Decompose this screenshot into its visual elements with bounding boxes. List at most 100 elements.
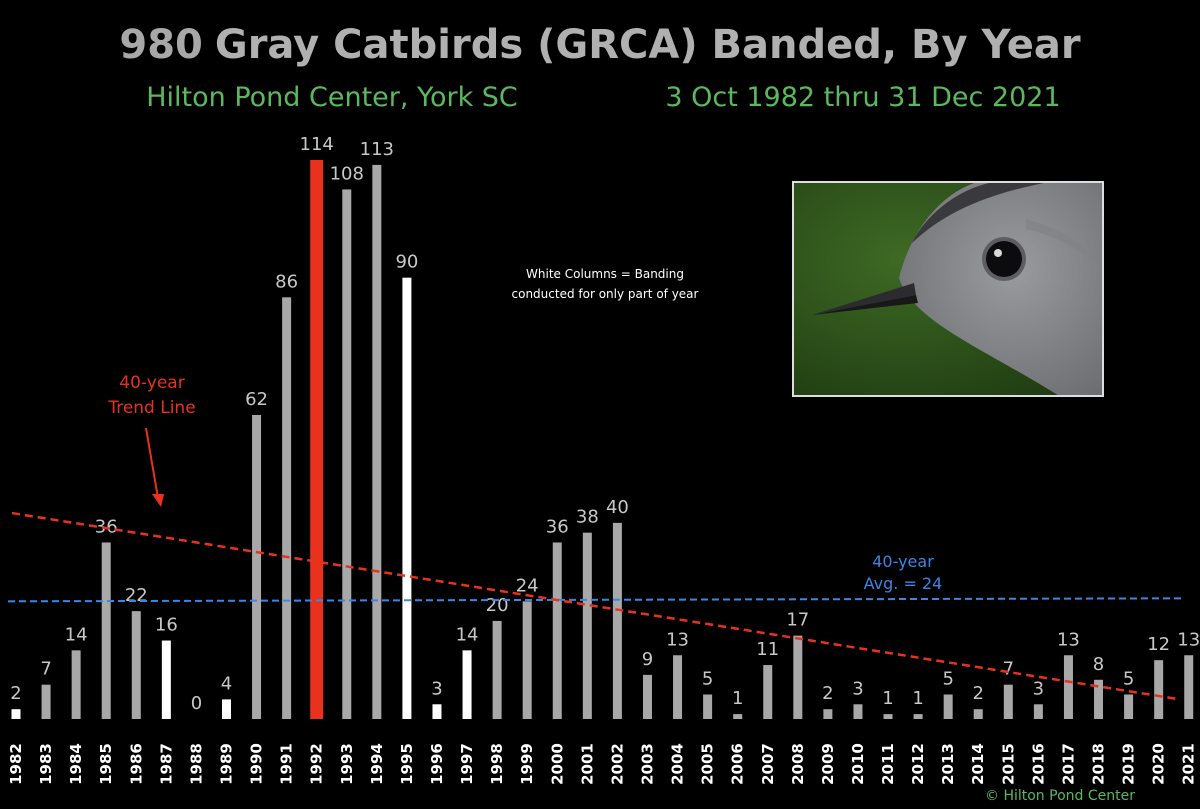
value-label-2018: 8 (1093, 654, 1104, 675)
x-tick-label-2002: 2002 (608, 743, 626, 785)
value-label-2019: 5 (1123, 668, 1134, 689)
x-tick-label-2020: 2020 (1150, 743, 1168, 785)
bar-1991 (282, 297, 292, 719)
value-label-1990: 62 (245, 389, 268, 410)
value-label-1996: 3 (431, 678, 442, 699)
bar-2011 (883, 714, 893, 719)
trend-label-arrow (145, 427, 164, 507)
x-tick-label-2010: 2010 (849, 743, 867, 785)
value-label-2014: 2 (973, 683, 984, 704)
value-label-1991: 86 (275, 271, 298, 292)
value-label-2020: 12 (1147, 634, 1170, 655)
value-label-2005: 5 (702, 668, 713, 689)
value-label-2017: 13 (1057, 629, 1080, 650)
bar-2015 (1003, 684, 1013, 719)
value-label-1998: 20 (486, 595, 509, 616)
x-tick-label-2000: 2000 (548, 743, 566, 785)
x-tick-label-1984: 1984 (67, 743, 85, 785)
bar-2013 (943, 694, 953, 719)
value-label-2002: 40 (606, 497, 629, 518)
trend-line (11, 511, 1181, 701)
x-tick-label-1983: 1983 (37, 743, 55, 785)
value-label-1983: 7 (40, 659, 51, 680)
bar-2012 (913, 714, 923, 719)
x-tick-label-2015: 2015 (999, 743, 1017, 785)
x-tick-label-1995: 1995 (398, 743, 416, 785)
value-label-1988: 0 (191, 693, 202, 714)
trend-label-line2: Trend Line (107, 398, 195, 418)
x-tick-label-2004: 2004 (669, 743, 687, 785)
value-label-2009: 2 (822, 683, 833, 704)
x-tick-label-1994: 1994 (368, 743, 386, 785)
x-tick-label-1986: 1986 (127, 743, 145, 785)
value-label-2000: 36 (546, 516, 569, 537)
value-label-2008: 17 (786, 610, 809, 631)
bar-1986 (131, 611, 141, 719)
bar-1995 (402, 277, 412, 719)
bar-2020 (1154, 660, 1164, 719)
x-tick-label-2011: 2011 (879, 743, 897, 785)
average-label-line2: Avg. = 24 (864, 574, 943, 593)
bar-2004 (673, 655, 683, 719)
x-tick-label-2013: 2013 (939, 743, 957, 785)
value-label-2003: 9 (642, 649, 653, 670)
x-tick-label-1990: 1990 (248, 743, 266, 785)
x-tick-label-1985: 1985 (97, 743, 115, 785)
value-label-1982: 2 (10, 683, 21, 704)
bar-1999 (522, 601, 532, 719)
bar-1983 (41, 684, 51, 719)
value-label-2004: 13 (666, 629, 689, 650)
value-label-2001: 38 (576, 507, 599, 528)
value-label-1987: 16 (155, 615, 178, 636)
value-label-2016: 3 (1033, 678, 1044, 699)
value-label-1992: 114 (300, 134, 334, 155)
value-label-2006: 1 (732, 688, 743, 709)
x-tick-label-2021: 2021 (1180, 743, 1198, 785)
x-tick-label-1991: 1991 (278, 743, 296, 785)
x-tick-label-2009: 2009 (819, 743, 837, 785)
bar-2019 (1124, 694, 1134, 719)
bar-2017 (1063, 655, 1073, 719)
average-label-line1: 40-year (872, 552, 934, 571)
x-tick-label-2016: 2016 (1029, 743, 1047, 785)
x-tick-label-1989: 1989 (217, 743, 235, 785)
bar-1990 (252, 414, 262, 719)
bar-2001 (582, 532, 592, 719)
x-tick-label-2019: 2019 (1120, 743, 1138, 785)
bar-1982 (11, 709, 21, 719)
bar-1987 (161, 640, 171, 719)
value-label-2007: 11 (756, 639, 779, 660)
x-tick-label-1999: 1999 (518, 743, 536, 785)
bar-2021 (1184, 655, 1194, 719)
value-label-2010: 3 (852, 678, 863, 699)
bar-1994 (372, 164, 382, 719)
x-tick-label-1998: 1998 (488, 743, 506, 785)
x-tick-label-1997: 1997 (458, 743, 476, 785)
x-tick-label-1992: 1992 (308, 743, 326, 785)
x-tick-label-2006: 2006 (729, 743, 747, 785)
bar-2002 (612, 522, 622, 719)
bar-2000 (552, 542, 562, 719)
value-label-1989: 4 (221, 673, 232, 694)
bar-1989 (221, 699, 231, 719)
value-label-1984: 14 (65, 624, 88, 645)
bar-1997 (462, 650, 472, 719)
bar-2010 (853, 704, 863, 719)
subtitle-date-range: 3 Oct 1982 thru 31 Dec 2021 (665, 82, 1060, 113)
trend-label-line1: 40-year (119, 373, 184, 393)
x-tick-label-2001: 2001 (578, 743, 596, 785)
partial-year-note-line2: conducted for only part of year (512, 287, 699, 301)
value-label-2013: 5 (942, 668, 953, 689)
gray-catbird-photo (792, 181, 1104, 397)
bar-2007 (763, 665, 773, 719)
bar-2014 (973, 709, 983, 719)
value-label-1994: 113 (360, 139, 394, 160)
bar-2009 (823, 709, 833, 719)
value-label-1997: 14 (456, 624, 479, 645)
bar-2018 (1094, 679, 1104, 719)
x-tick-label-2014: 2014 (969, 743, 987, 785)
chart-title-text: Gray Catbirds (GRCA) Banded, By Year (215, 22, 1081, 68)
value-label-1993: 108 (330, 163, 364, 184)
bar-2005 (703, 694, 713, 719)
